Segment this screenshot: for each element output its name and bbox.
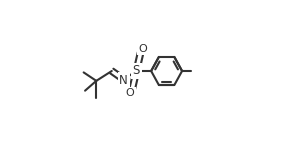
Text: N: N <box>119 74 128 87</box>
Text: O: O <box>138 43 147 54</box>
Text: O: O <box>126 88 134 99</box>
Text: S: S <box>133 64 140 78</box>
